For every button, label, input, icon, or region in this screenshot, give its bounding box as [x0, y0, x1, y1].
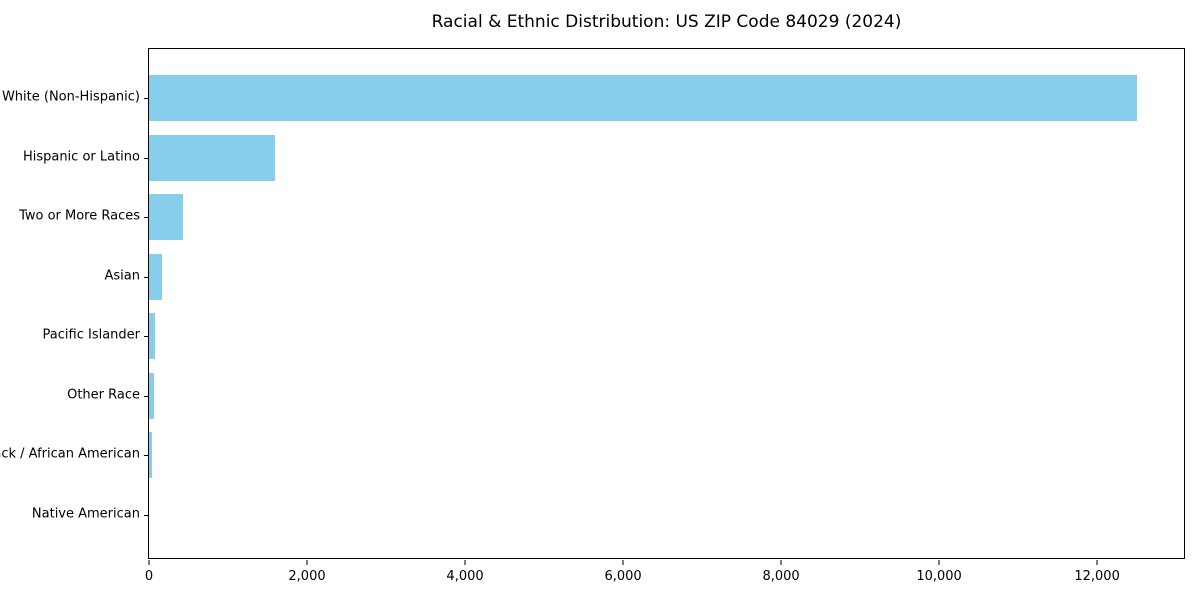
bar-two-or-more-races [149, 194, 183, 240]
x-tick-label-2000: 2,000 [288, 569, 326, 584]
y-label-asian: Asian [104, 268, 140, 283]
y-label-hispanic-or-latino: Hispanic or Latino [22, 149, 140, 164]
y-tick-asian [144, 276, 149, 278]
bar-pacific-islander [149, 313, 155, 359]
y-label-two-or-more-races: Two or More Races [19, 208, 140, 224]
bar-black-african-american [149, 432, 153, 478]
x-tick-4000 [464, 560, 466, 565]
x-tick-label-0: 0 [144, 569, 154, 584]
x-tick-6000 [622, 560, 624, 565]
x-tick-label-4000: 4,000 [446, 569, 484, 584]
y-tick-pacific-islander [144, 336, 149, 337]
y-label-white-non-hispanic: White (Non-Hispanic) [1, 89, 140, 105]
x-tick-label-12000: 12,000 [1074, 569, 1120, 584]
bar-white-non-hispanic [149, 75, 1137, 121]
y-tick-two-or-more-races [144, 217, 149, 218]
x-tick-12000 [1096, 560, 1098, 565]
bar-asian [149, 253, 163, 300]
x-tick-0 [148, 560, 150, 565]
y-label-pacific-islander: Pacific Islander [42, 327, 140, 343]
x-tick-label-10000: 10,000 [916, 569, 962, 584]
plot-area: 0 2,000 4,000 6,000 8,000 10,000 12,000 [144, 48, 1185, 584]
y-label-other-race: Other Race [67, 387, 140, 402]
bar-hispanic-or-latino [149, 134, 276, 181]
x-tick-2000 [306, 560, 308, 565]
bar-other-race [149, 372, 155, 419]
x-tick-label-8000: 8,000 [762, 569, 800, 584]
y-tick-white-non-hispanic [144, 98, 149, 99]
y-label-native-american: Native American [31, 506, 140, 521]
y-tick-hispanic-or-latino [144, 157, 149, 159]
x-tick-8000 [780, 560, 782, 565]
y-tick-other-race [144, 395, 149, 397]
y-axis-labels: White (Non-Hispanic) Hispanic or Latino Tw… [0, 48, 140, 559]
y-label-black-african-american: Black / African American [0, 446, 140, 462]
y-tick-black-african-american [144, 455, 149, 456]
y-tick-native-american [144, 514, 149, 516]
x-tick-10000 [938, 560, 940, 565]
chart-title: Racial & Ethnic Distribution: US ZIP Cod… [431, 12, 902, 32]
x-tick-label-6000: 6,000 [604, 569, 642, 584]
